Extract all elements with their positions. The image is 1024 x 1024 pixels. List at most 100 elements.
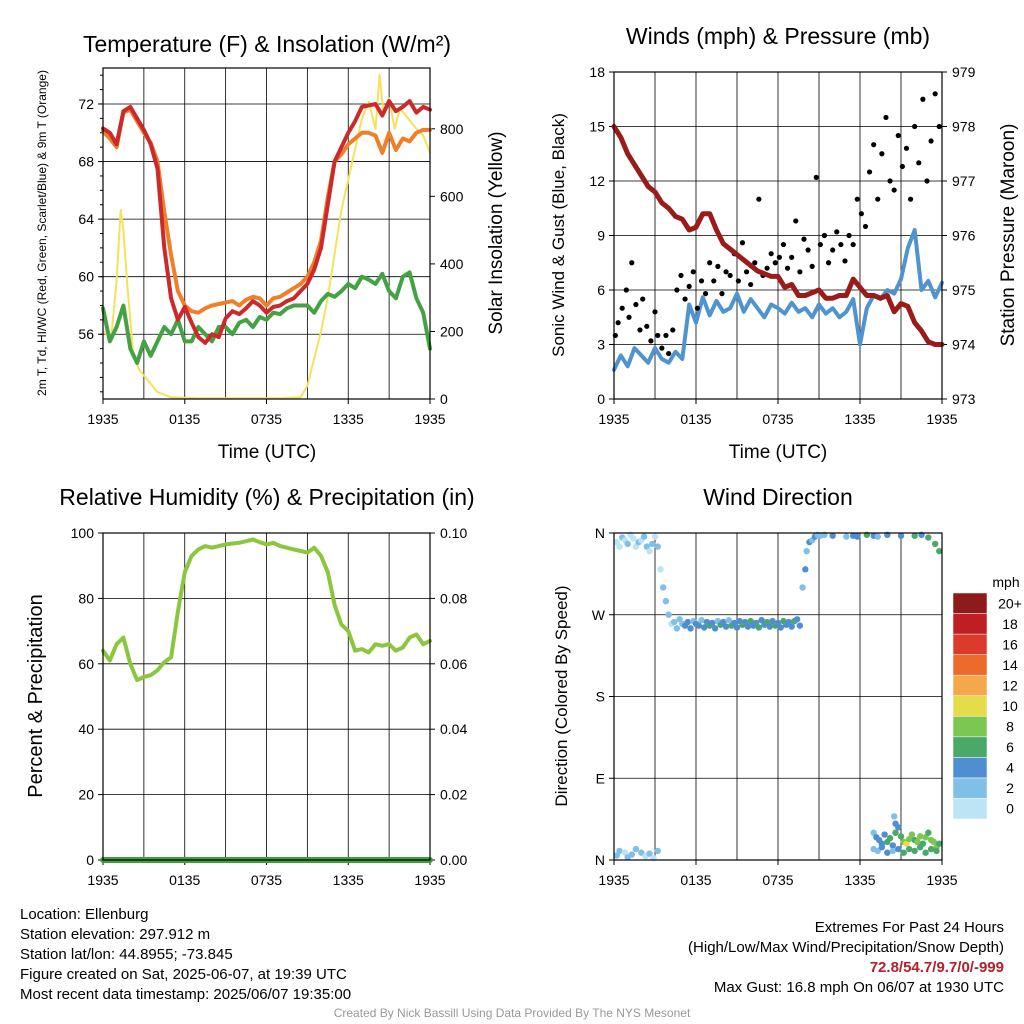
x-tick-label: 1935 [87,411,118,427]
gust-point [659,345,665,351]
station-info: Location: Ellenburg Station elevation: 2… [20,905,351,1005]
colorbar-label: 10 [1002,698,1018,714]
y2-tick-label: 978 [952,119,976,135]
direction-point [744,623,752,630]
gust-point [702,291,709,297]
gust-point [830,247,836,253]
y2-tick-label: 800 [440,121,464,137]
direction-point [654,543,661,550]
x-tick-label: 0135 [169,872,200,888]
direction-point [892,820,899,827]
direction-point [654,847,661,855]
station-latlon: Station lat/lon: 44.8955; -73.845 [20,946,233,963]
y-tick-label: 9 [597,228,605,244]
direction-point [698,617,705,624]
colorbar-label: 16 [1002,636,1018,652]
x-axis-label: Time (UTC) [218,442,317,463]
y2-tick-label: 200 [440,323,464,339]
gust-point [825,260,832,266]
direction-point [638,849,645,856]
direction-point [628,851,635,858]
gust-point [793,218,799,224]
direction-point [911,532,918,539]
direction-point [803,547,810,555]
direction-point [725,617,732,624]
direction-point [788,623,795,630]
gust-point [686,283,692,289]
gust-point [858,211,864,217]
gust-point [768,251,774,257]
direction-point [925,829,932,836]
direction-point [886,835,894,842]
gust-point [780,241,787,248]
y2-tick-label: 600 [440,188,464,204]
direction-point [884,849,891,856]
y2-tick-label: 0.10 [440,525,467,541]
gust-point [899,163,905,170]
direction-point [722,623,730,630]
gust-point [805,247,811,253]
colorbar-swatch [952,798,988,820]
direction-point [897,833,905,840]
gust-point [640,296,646,302]
gust-point [920,96,926,102]
y-tick-label: 3 [597,337,605,353]
colorbar-swatch [952,613,988,635]
gust-point [903,145,910,151]
y-tick-label: N [595,852,605,868]
y2-tick-label: 0.06 [440,656,467,672]
y-tick-label: 0 [86,852,94,868]
y-tick-label: N [595,525,605,541]
direction-point [889,842,896,849]
temp2m-line [101,99,432,345]
y-tick-label: 18 [589,64,605,80]
gust-point [670,327,676,333]
y2-tick-label: 0.02 [440,787,467,803]
gust-point [801,236,807,242]
gust-point [932,91,938,97]
direction-point [640,533,648,540]
direction-point [925,534,932,541]
direction-point [916,844,924,851]
gust-point [924,178,930,184]
gust-point [879,151,885,157]
y2-axis-label: Solar Insolation (Yellow) [486,131,507,334]
station-elevation: Station elevation: 297.912 m [20,926,211,943]
gust-point [850,241,856,248]
direction-point [922,849,929,856]
direction-point [908,831,916,838]
gust-point [764,265,770,271]
panel-1: 1935 0135 0735 1335 1935 56 60 64 68 72 0 200 400 600… [35,31,507,463]
gust-point [615,320,621,326]
y-tick-label: 40 [78,721,94,737]
y-tick-label: 0 [597,391,605,407]
direction-point [916,833,924,840]
direction-point [897,532,905,539]
gust-point [776,254,782,260]
direction-point [657,566,664,573]
y2-tick-label: 975 [952,282,976,298]
y-tick-label: W [592,607,606,623]
direction-point [802,566,809,573]
gust-point [817,241,823,248]
extremes-values: 72.8/54.7/9.7/0/-999 [869,959,1004,976]
direction-point [892,829,899,836]
x-tick-label: 0135 [680,872,711,888]
y-tick-label: 12 [589,173,605,189]
y2-axis-label: Station Pressure (Maroon) [998,124,1019,347]
y2-tick-label: 974 [952,337,976,353]
colorbar-swatch [952,654,988,676]
colorbar-label: 6 [1006,739,1014,755]
y2-tick-label: 973 [952,391,976,407]
plot-frame [613,71,943,400]
direction-point [777,624,784,631]
extremes-heading: Extremes For Past 24 Hours [814,919,1004,936]
y-axis-label: Percent & Precipitation [25,594,47,797]
direction-point [755,624,763,631]
direction-point [796,622,804,629]
gust-point [907,196,914,202]
x-tick-label: 1935 [598,872,629,888]
y-tick-label: S [596,689,605,705]
x-tick-label: 0735 [762,872,793,888]
gust-point [707,260,713,266]
